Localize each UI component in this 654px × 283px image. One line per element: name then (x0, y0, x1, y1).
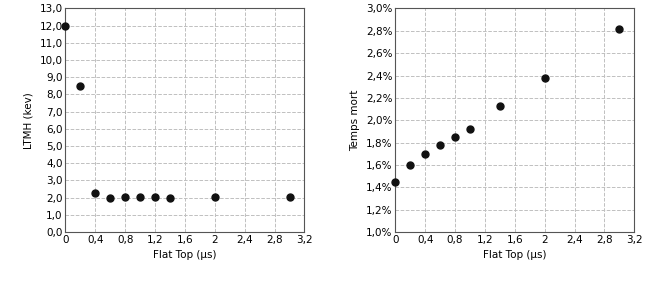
Point (105, 195, 116, 200)
Point (150, 194, 160, 199)
Point (494, 104, 505, 108)
Point (450, 135, 460, 139)
Point (540, 76, 550, 80)
Point (90, 190, 101, 195)
Point (120, 194, 130, 199)
Point (390, 179, 400, 184)
Point (420, 152, 430, 156)
Point (209, 194, 220, 199)
Y-axis label: LTMH (kev): LTMH (kev) (24, 92, 34, 149)
Point (465, 127, 475, 132)
Point (405, 163, 415, 167)
Point (135, 194, 145, 199)
Point (435, 143, 445, 147)
Y-axis label: Temps mort: Temps mort (351, 90, 360, 151)
X-axis label: Flat Top (µs): Flat Top (µs) (153, 250, 216, 260)
Point (165, 195, 175, 200)
Point (75, 83, 86, 88)
X-axis label: Flat Top (µs): Flat Top (µs) (483, 250, 547, 260)
Point (614, 26, 625, 31)
Point (60, 23, 71, 28)
Point (284, 194, 295, 199)
